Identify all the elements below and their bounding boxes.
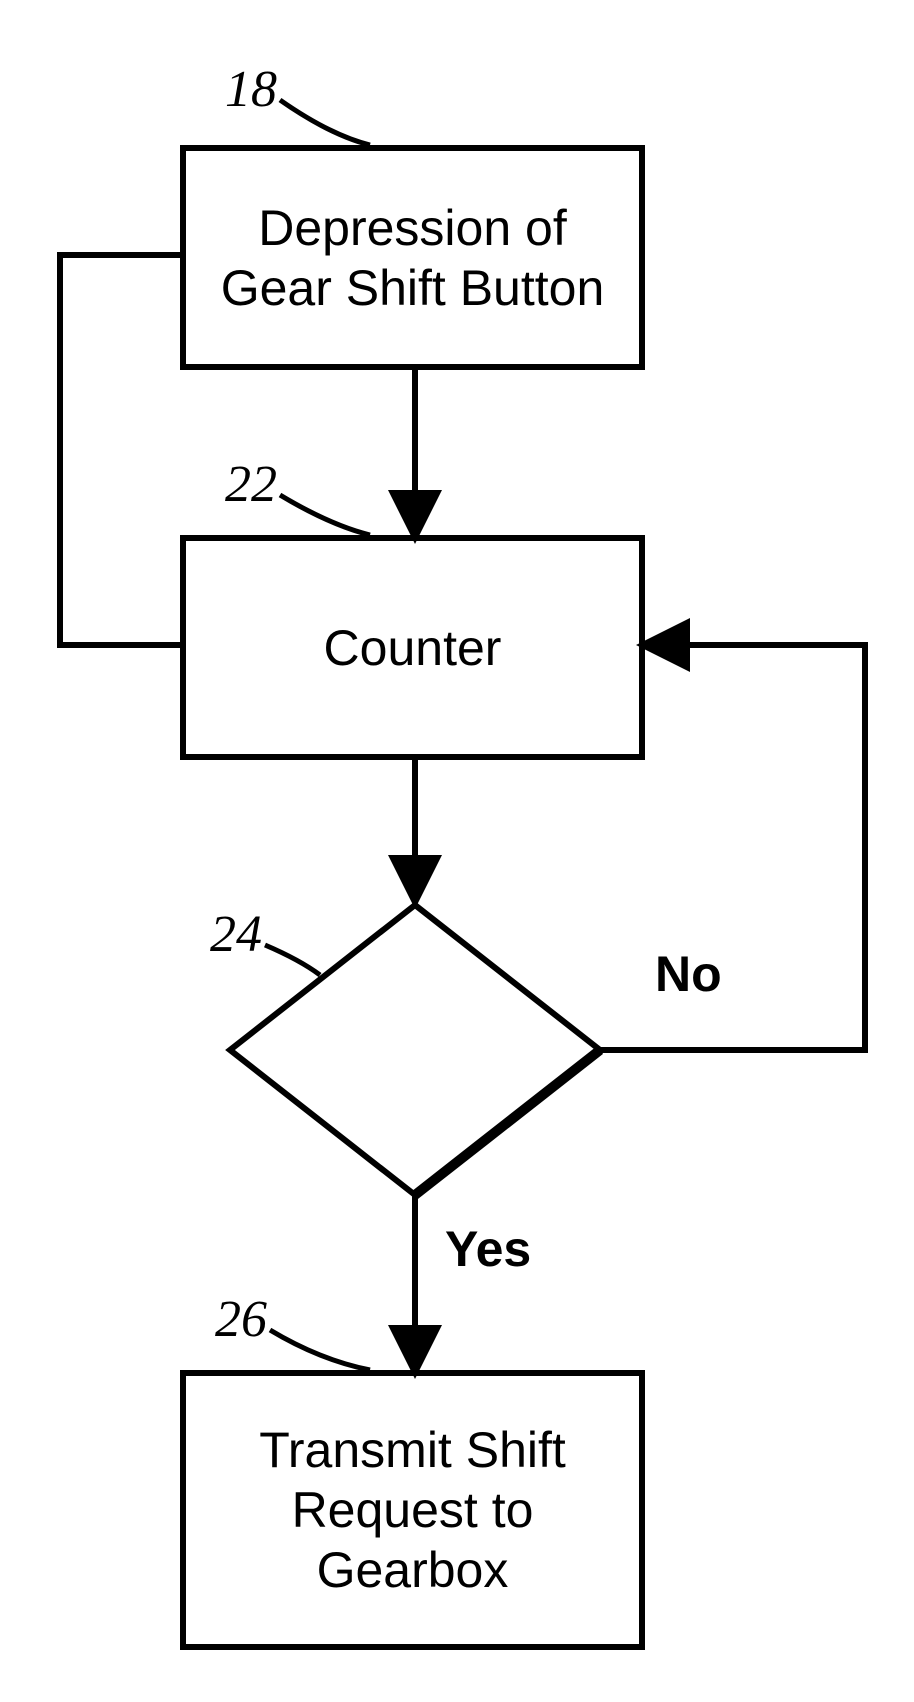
- ref-22: 22: [225, 455, 277, 514]
- node-decision-text: Time = Td ?: [265, 950, 565, 1150]
- decision-line2: ?: [401, 1054, 429, 1110]
- decision-prefix: Time = T: [307, 989, 503, 1045]
- node-26-line2: Request to: [292, 1482, 534, 1538]
- node-counter: Counter: [180, 535, 645, 760]
- decision-sub: d: [503, 1014, 522, 1053]
- node-26-line3: Gearbox: [317, 1542, 509, 1598]
- label-no: No: [655, 945, 722, 1003]
- node-26-line1: Transmit Shift: [259, 1422, 566, 1478]
- node-depression: Depression of Gear Shift Button: [180, 145, 645, 370]
- ref-18: 18: [225, 60, 277, 119]
- node-18-line2: Gear Shift Button: [221, 260, 605, 316]
- flowchart-canvas: Depression of Gear Shift Button 18 Count…: [0, 0, 914, 1702]
- label-yes: Yes: [445, 1220, 531, 1278]
- node-transmit: Transmit Shift Request to Gearbox: [180, 1370, 645, 1650]
- ref-24: 24: [210, 905, 262, 964]
- ref-26: 26: [215, 1290, 267, 1349]
- node-18-line1: Depression of: [258, 200, 567, 256]
- node-22-text: Counter: [324, 618, 502, 678]
